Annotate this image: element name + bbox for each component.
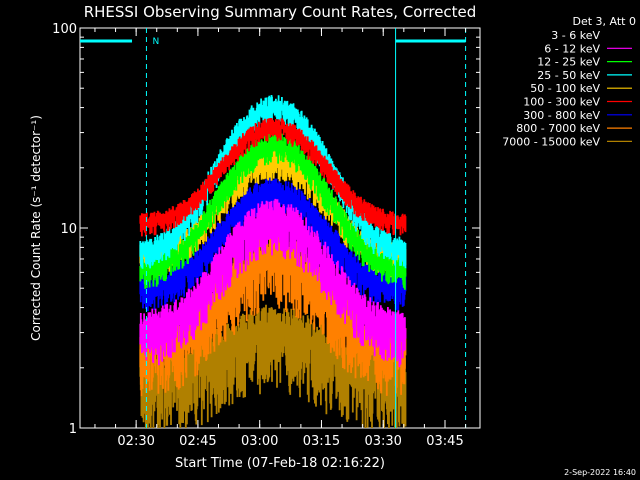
legend-label: 300 - 800 keV — [523, 109, 600, 122]
legend-label: 100 - 300 keV — [523, 96, 600, 109]
legend-header: Det 3, Att 0 — [573, 15, 637, 28]
y-tick-label: 10 — [60, 222, 77, 237]
y-tick-label: 100 — [52, 22, 77, 37]
legend-label: 3 - 6 keV — [551, 29, 600, 42]
x-tick-label: 03:00 — [241, 434, 278, 449]
footer-timestamp: 2-Sep-2022 16:40 — [564, 468, 636, 477]
legend-label: 25 - 50 keV — [537, 69, 600, 82]
night-layer: N — [80, 28, 467, 428]
x-tick-label: 03:45 — [426, 434, 463, 449]
x-tick-label: 02:45 — [179, 434, 216, 449]
x-tick-label: 03:30 — [364, 434, 401, 449]
y-axis-label: Corrected Count Rate (s⁻¹ detector⁻¹) — [29, 115, 43, 341]
series-line — [139, 133, 407, 290]
night-label: N — [152, 37, 159, 47]
series-line — [139, 198, 407, 368]
chart-title: RHESSI Observing Summary Count Rates, Co… — [84, 3, 477, 21]
data-layer — [139, 95, 407, 428]
x-tick-label: 02:30 — [117, 434, 154, 449]
x-axis-label: Start Time (07-Feb-18 02:16:22) — [175, 456, 385, 471]
axis-layer: 02:30 02:45 03:00 03:15 03:30 03:45 1 10 100 — [52, 22, 480, 449]
legend-label: 7000 - 15000 keV — [502, 135, 600, 148]
x-tick-label: 03:15 — [303, 434, 340, 449]
series-line — [139, 118, 407, 237]
legend-label: 12 - 25 keV — [537, 56, 600, 69]
legend-label: 6 - 12 keV — [544, 42, 600, 55]
y-tick-label: 1 — [69, 422, 77, 437]
legend-label: 50 - 100 keV — [530, 82, 600, 95]
legend-label: 800 - 7000 keV — [516, 122, 600, 135]
